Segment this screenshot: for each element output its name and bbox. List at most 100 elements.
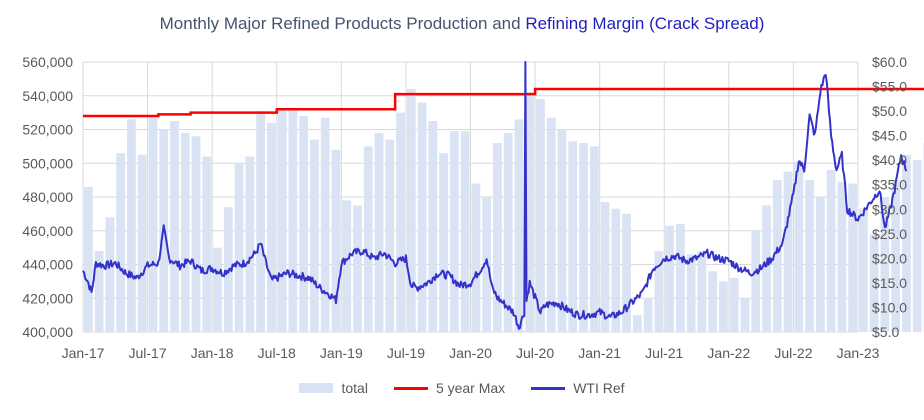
y-right-tick-label: $45.0 [872, 128, 907, 144]
y-right-tick-label: $60.0 [872, 54, 907, 70]
bar-total [245, 156, 255, 332]
bar-total [266, 122, 276, 332]
bar-total [665, 225, 675, 332]
y-right-tick-label: $10.0 [872, 299, 907, 315]
bar-total [374, 132, 384, 332]
bar-total [471, 183, 481, 332]
legend-item-wti-ref: WTI Ref [531, 380, 625, 396]
legend-label-5yr-max: 5 year Max [435, 380, 506, 396]
bar-total [837, 181, 847, 332]
line-wti-ref [82, 61, 908, 330]
y-right-tick-label: $40.0 [872, 152, 907, 168]
y-right-tick-label: $55.0 [872, 79, 907, 95]
bar-total [589, 146, 599, 332]
bar-total [880, 197, 890, 332]
bar-total [256, 110, 265, 332]
bar-total [148, 117, 158, 332]
bar-total [116, 153, 126, 332]
bar-total [84, 186, 93, 332]
bar-total [826, 170, 836, 332]
bar-total [762, 205, 771, 332]
y-left-tick-label: 540,000 [22, 88, 73, 104]
bar-total [202, 156, 212, 332]
bar-total [331, 149, 341, 332]
bar-total [493, 143, 502, 332]
bar-total [600, 202, 610, 332]
y-right-tick-label: $20.0 [872, 250, 907, 266]
bar-total [536, 99, 545, 332]
bar-total [234, 163, 244, 332]
x-tick-label: Jul-19 [387, 345, 425, 361]
x-tick-label: Jan-20 [449, 345, 492, 361]
bar-total [417, 102, 427, 332]
bar-total [643, 298, 653, 332]
bar-total [213, 247, 222, 332]
legend: total 5 year Max WTI Ref [0, 380, 924, 396]
y-right-tick-label: $15.0 [872, 275, 907, 291]
bar-total [299, 116, 309, 332]
x-tick-label: Jan-19 [320, 345, 363, 361]
chart-title-part-1: Monthly Major Refined Products Productio… [159, 14, 521, 33]
x-tick-label: Jan-22 [707, 345, 750, 361]
y-left-tick-label: 520,000 [22, 122, 73, 138]
x-tick-label: Jul-18 [258, 345, 296, 361]
bar-total [611, 208, 621, 332]
bar-total [751, 230, 761, 332]
bar-total [94, 251, 104, 332]
bar-total [654, 251, 664, 332]
legend-label-total: total [341, 380, 368, 396]
bar-total [546, 117, 556, 332]
bar-total [912, 159, 922, 332]
legend-item-total: total [299, 380, 368, 396]
x-tick-label: Jan-23 [837, 345, 880, 361]
bar-total [460, 131, 470, 332]
bar-total [557, 129, 567, 332]
bar-total [848, 183, 857, 332]
y-left-tick-label: 420,000 [22, 290, 73, 306]
bar-total [794, 161, 804, 332]
bar-total [288, 109, 298, 332]
bar-total [869, 234, 879, 332]
bar-total [342, 200, 352, 332]
bar-total [783, 171, 793, 332]
legend-swatch-wti-ref [531, 386, 566, 390]
x-tick-label: Jan-17 [62, 345, 105, 361]
legend-label-wti-ref: WTI Ref [573, 380, 625, 396]
bar-total [406, 89, 416, 332]
y-left-tick-label: 440,000 [22, 257, 73, 273]
y-right-tick-label: $35.0 [872, 177, 907, 193]
x-tick-label: Jul-17 [129, 345, 167, 361]
bars-total [84, 89, 924, 332]
x-tick-label: Jul-20 [516, 345, 554, 361]
bar-total [891, 180, 901, 332]
bar-total [449, 131, 459, 332]
legend-item-5yr-max: 5 year Max [393, 380, 506, 396]
bar-total [396, 112, 405, 332]
chart-title-part-2: Refining Margin (Crack Spread) [525, 14, 765, 33]
bar-total [137, 154, 147, 332]
y-right-tick-label: $25.0 [872, 226, 907, 242]
x-tick-label: Jul-22 [774, 345, 812, 361]
bar-total [428, 121, 438, 332]
y-left-tick-label: 560,000 [22, 54, 73, 70]
bar-total [363, 146, 373, 332]
y-left-tick-label: 480,000 [22, 189, 73, 205]
bar-total [805, 180, 814, 332]
bar-total [127, 119, 136, 332]
bar-total [686, 254, 696, 332]
bar-total [697, 251, 707, 332]
bar-total [320, 117, 330, 332]
line-series [82, 61, 924, 330]
bar-total [740, 298, 750, 332]
bar-total [503, 132, 513, 332]
bar-total [676, 224, 685, 332]
bar-total [170, 121, 179, 332]
bar-total [310, 139, 319, 332]
y-right-tick-label: $50.0 [872, 103, 907, 119]
bar-total [708, 271, 718, 332]
bar-total [579, 143, 588, 332]
y-right-tick-label: $30.0 [872, 201, 907, 217]
bar-total [859, 208, 868, 332]
bar-total [719, 281, 728, 332]
